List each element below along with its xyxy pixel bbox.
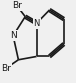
Text: N: N xyxy=(10,31,16,40)
Text: Br: Br xyxy=(1,64,11,73)
Text: Br: Br xyxy=(12,1,22,10)
Text: N: N xyxy=(33,19,40,28)
